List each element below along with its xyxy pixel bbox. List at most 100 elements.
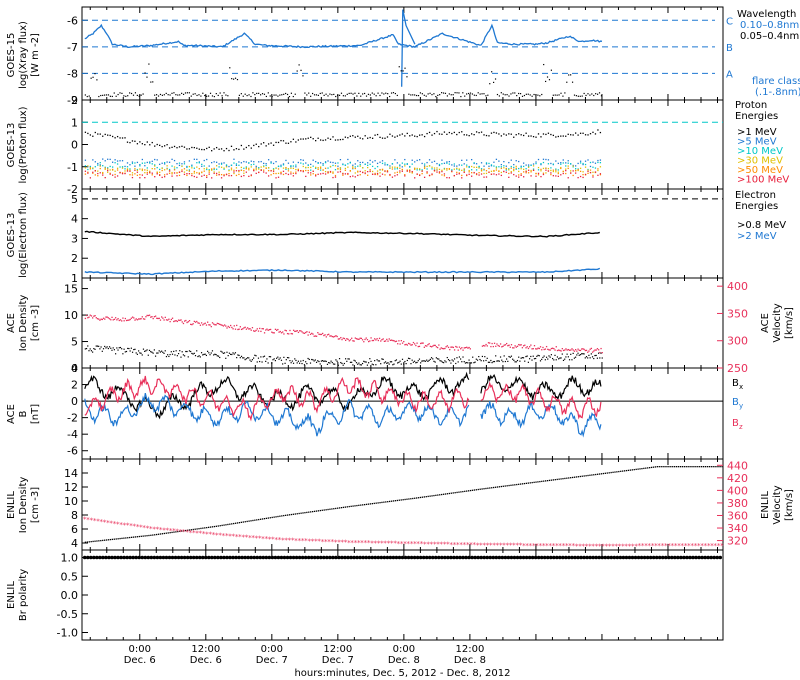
proton-point [84,173,87,175]
polarity-point [113,555,117,560]
ace-velocity-point [112,319,114,321]
enlil-velocity-point: * [86,516,90,524]
ace-density-point [198,355,200,357]
proton-point [584,166,587,168]
proton-point [250,147,252,149]
proton-point [483,168,485,170]
enlil-velocity-point: * [116,520,120,528]
proton-point [107,167,109,169]
proton-point [456,168,458,170]
enlil-density-point [360,504,362,506]
ace-density-point [570,353,572,355]
proton-point [389,173,391,176]
y-tick-label: 6 [71,523,78,536]
proton-point [223,175,225,177]
polarity-point [291,555,296,560]
enlil-density-point [290,513,293,516]
enlil-density-point [643,467,645,470]
ace-velocity-point [84,317,87,320]
proton-point [443,162,446,164]
proton-point [441,133,443,135]
proton-point [198,173,200,175]
ace-velocity-point [394,340,396,343]
proton-point [537,169,540,171]
proton-point [453,165,455,167]
proton-point [134,162,136,164]
enlil-velocity-point: * [172,527,176,535]
proton-point [171,175,173,177]
proton-point [144,177,146,179]
proton-point [263,165,265,168]
proton-point [508,161,510,164]
proton-point [287,170,290,172]
proton-point [379,175,381,177]
proton-point [263,171,265,173]
xray-short-point [340,92,343,94]
proton-point [354,167,356,170]
proton-point [253,161,255,163]
enlil-density-point [148,534,150,537]
proton-point [139,141,141,143]
proton-point [141,143,143,145]
xray-short-point [240,93,242,95]
proton-point [411,159,413,161]
ace-velocity-point [294,330,296,333]
enlil-velocity-point: * [182,528,186,536]
ace-velocity-point [207,321,209,323]
enlil-density-point [581,475,583,477]
ace-density-point [337,364,339,366]
polarity-point [597,555,602,560]
proton-point [522,162,525,164]
proton-point [243,167,245,169]
xray-short-point [452,94,454,96]
enlil-velocity-point: * [489,541,493,549]
proton-point [441,170,443,173]
proton-point [505,169,507,171]
ace-density-point [285,359,287,361]
enlil-velocity-point: * [667,542,671,550]
ace-velocity-point [591,351,594,353]
ace-density-point [244,359,246,361]
polarity-point [612,555,617,560]
polarity-point [530,555,535,560]
ace-velocity-point [452,346,455,349]
xray-short-point [317,94,319,96]
proton-point [191,146,193,149]
enlil-density-point [683,466,685,468]
xray-short-point [223,92,225,94]
proton-point [579,170,582,173]
xray-short-point [261,93,264,95]
enlil-velocity-point: * [113,520,117,528]
polarity-point [673,555,677,560]
polarity-point [367,555,372,560]
ace-density-point [594,354,596,357]
xray-short-point [329,93,331,95]
polarity-point [700,555,704,560]
proton-point [243,172,245,174]
proton-point [92,135,94,137]
proton-point [426,172,428,174]
proton-point [317,173,319,175]
enlil-velocity-point: * [215,531,219,539]
ace-density-point [391,361,393,363]
ace-density-point [338,358,341,360]
ace-density-point [527,361,529,363]
enlil-density-point [475,489,477,491]
ace-density-point [360,364,362,366]
ace-velocity-point [378,337,381,340]
ace-velocity-point [228,326,231,329]
proton-point [206,174,208,177]
proton-point [344,169,347,171]
enlil-density-point [300,512,302,514]
enlil-velocity-point: * [393,540,397,548]
enlil-density-point [123,537,125,539]
proton-point [258,145,260,148]
proton-point [520,168,522,170]
ace-velocity-point [144,318,146,320]
enlil-velocity-point: * [400,540,404,548]
proton-point [163,145,166,147]
proton-point [206,168,208,171]
proton-point [391,166,394,168]
proton-point [334,139,337,141]
proton-point [109,158,111,161]
